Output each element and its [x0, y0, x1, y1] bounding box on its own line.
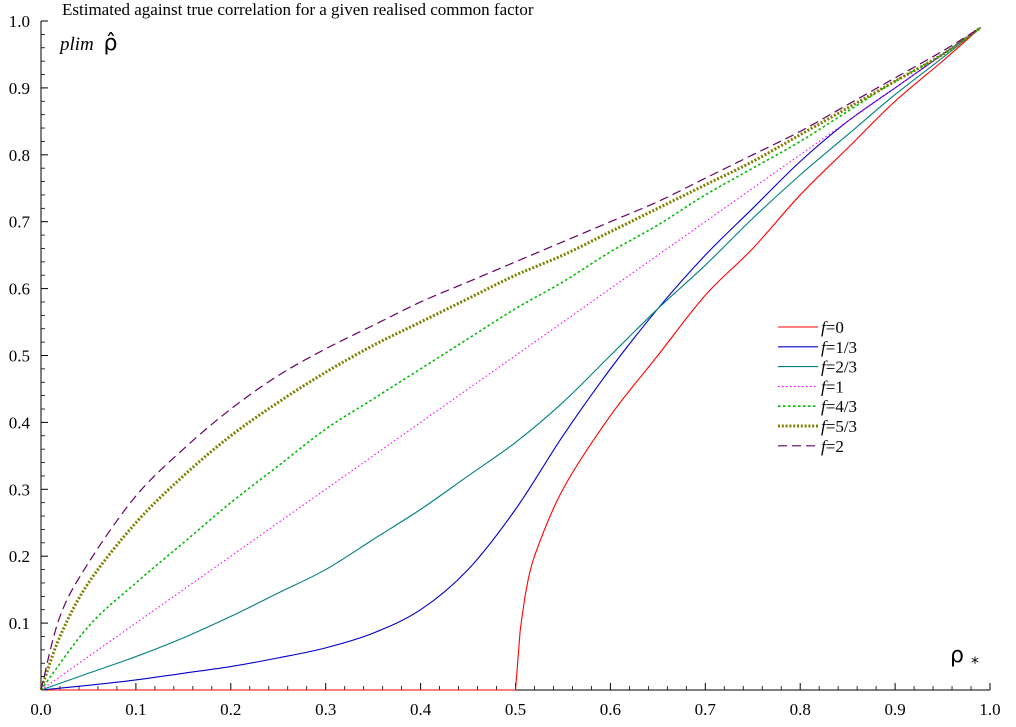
chart-title: Estimated against true correlation for a…	[62, 0, 534, 19]
x-axis-label-sub: *	[971, 653, 979, 672]
x-tick-label: 0.8	[790, 700, 811, 719]
x-tick-label: 0.7	[695, 700, 717, 719]
x-tick-label: 1.0	[979, 700, 1000, 719]
legend-label-var: f	[821, 338, 828, 357]
legend-label-val: =4/3	[826, 397, 857, 416]
legend-label-val: =0	[826, 318, 844, 337]
y-tick-label: 0.1	[9, 614, 30, 633]
legend-label-var: f	[821, 318, 828, 337]
legend-label-var: f	[821, 358, 828, 377]
axis-ticks: 0.0 0.1 0.2 0.3 0.4 0.5 0.6 0.7 0.8 0.9 1.0 0.1 0.2 0…	[9, 12, 1001, 719]
legend-label-var: f	[821, 377, 828, 396]
series-line	[39, 26, 982, 691]
y-tick-label: 0.8	[9, 146, 30, 165]
series-line	[40, 27, 981, 691]
x-tick-label: 0.2	[220, 700, 241, 719]
legend-label: f=2/3	[821, 358, 857, 377]
y-axis-label: plim ρ̂	[58, 31, 118, 56]
y-tick-label: 0.4	[9, 413, 31, 432]
legend-label: f=0	[821, 318, 844, 337]
x-tick-label: 0.0	[30, 700, 51, 719]
x-tick-label: 0.6	[600, 700, 621, 719]
y-axis-label-symbol: ρ̂	[104, 31, 118, 56]
legend-label: f=2	[821, 437, 844, 456]
y-tick-label: 0.6	[9, 280, 30, 299]
x-tick-label: 0.9	[884, 700, 905, 719]
legend-label-var: f	[821, 397, 828, 416]
series-line	[40, 27, 981, 691]
series-line	[40, 27, 981, 691]
legend-label-val: =1	[826, 377, 844, 396]
legend-label-val: =5/3	[826, 417, 857, 436]
legend-label-var: f	[821, 417, 828, 436]
legend: f=0f=1/3f=2/3f=1f=4/3f=5/3f=2	[778, 318, 857, 456]
x-tick-label: 0.1	[125, 700, 146, 719]
legend-label-var: f	[821, 437, 828, 456]
legend-label: f=1	[821, 377, 844, 396]
y-axis-label-prefix: plim	[58, 34, 94, 55]
x-axis-label-symbol: ρ	[950, 643, 964, 668]
series-line	[40, 27, 981, 691]
series-line	[40, 27, 981, 691]
y-tick-label: 0.3	[9, 480, 30, 499]
x-tick-label: 0.5	[505, 700, 526, 719]
legend-label-val: =1/3	[826, 338, 857, 357]
legend-label: f=4/3	[821, 397, 857, 416]
series-line	[514, 27, 981, 691]
x-tick-label: 0.3	[315, 700, 336, 719]
legend-label: f=5/3	[821, 417, 857, 436]
legend-label: f=1/3	[821, 338, 857, 357]
x-axis-label: ρ *	[950, 643, 979, 672]
y-tick-label: 0.9	[9, 79, 30, 98]
y-tick-label: 0.7	[9, 213, 31, 232]
y-tick-label: 0.2	[9, 547, 30, 566]
series-group	[39, 26, 982, 691]
y-tick-label: 1.0	[9, 12, 30, 31]
x-tick-label: 0.4	[410, 700, 432, 719]
legend-label-val: =2/3	[826, 358, 857, 377]
legend-label-val: =2	[826, 437, 844, 456]
y-tick-label: 0.5	[9, 347, 30, 366]
